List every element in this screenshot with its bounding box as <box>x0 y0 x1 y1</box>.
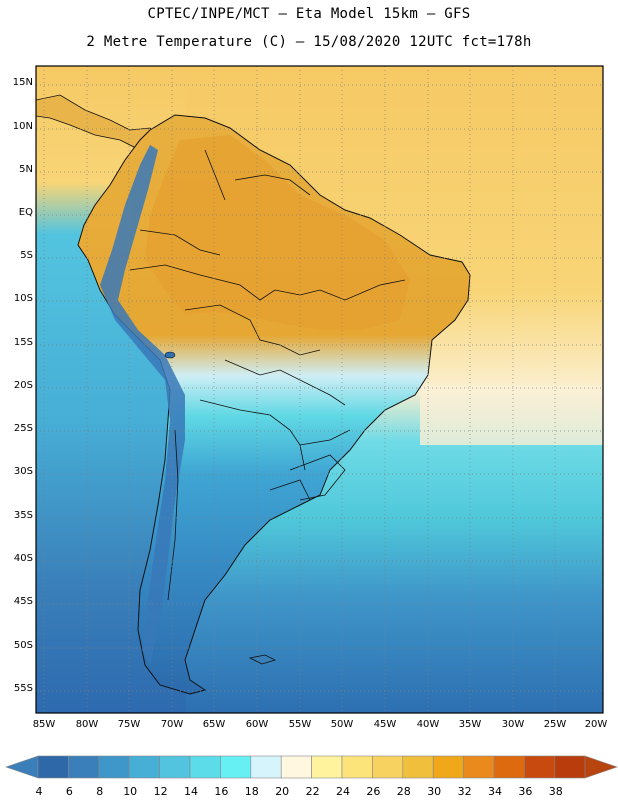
lon-label-50w: 50W <box>331 719 354 730</box>
colorbar-box <box>432 755 464 779</box>
lake-titicaca <box>164 351 176 359</box>
lat-label-5n: 5N <box>19 164 33 175</box>
lat-label-40s: 40S <box>14 553 33 564</box>
lat-label-45s: 45S <box>14 596 33 607</box>
lon-label-45w: 45W <box>374 719 397 730</box>
colorbar-label: 38 <box>549 785 563 798</box>
lat-label-eq: EQ <box>19 207 33 218</box>
warm-ocean-band <box>420 385 603 445</box>
colorbar-box <box>250 755 282 779</box>
colorbar-under-arrow <box>5 755 39 779</box>
colorbar-label: 20 <box>275 785 289 798</box>
colorbar-box <box>372 755 404 779</box>
colorbar-box <box>463 755 495 779</box>
map-frame <box>35 65 604 714</box>
lon-label-85w: 85W <box>33 719 56 730</box>
grid-lines <box>36 66 603 713</box>
lon-label-35w: 35W <box>459 719 482 730</box>
colorbar-box <box>311 755 343 779</box>
colorbar-label: 30 <box>427 785 441 798</box>
lat-label-50s: 50S <box>14 640 33 651</box>
lat-label-10s: 10S <box>14 293 33 304</box>
lon-label-75w: 75W <box>118 719 141 730</box>
colorbar-boxes <box>37 755 586 779</box>
lon-label-40w: 40W <box>417 719 440 730</box>
lon-label-80w: 80W <box>76 719 99 730</box>
colorbar-label: 34 <box>488 785 502 798</box>
lat-label-55s: 55S <box>14 683 33 694</box>
colorbar-box <box>189 755 221 779</box>
colorbar-label: 18 <box>245 785 259 798</box>
colorbar-label: 24 <box>336 785 350 798</box>
colorbar-box <box>280 755 312 779</box>
colorbar-box <box>554 755 586 779</box>
colorbar-over-arrow <box>584 755 618 779</box>
colorbar-box <box>220 755 252 779</box>
colorbar: 4 6 8 10 12 14 16 18 20 22 24 26 28 30 32 34 36 38 <box>5 755 618 798</box>
lon-label-55w: 55W <box>289 719 312 730</box>
map-area <box>36 66 603 713</box>
lat-label-20s: 20S <box>14 380 33 391</box>
lon-label-25w: 25W <box>544 719 567 730</box>
lon-label-20w: 20W <box>585 719 608 730</box>
lat-label-35s: 35S <box>14 510 33 521</box>
lon-label-70w: 70W <box>161 719 184 730</box>
country-borders <box>129 149 406 601</box>
colorbar-box <box>98 755 130 779</box>
colorbar-box <box>341 755 373 779</box>
colorbar-box <box>159 755 191 779</box>
lat-label-25s: 25S <box>14 423 33 434</box>
colorbar-label: 32 <box>458 785 472 798</box>
title-line-2: 2 Metre Temperature (C) – 15/08/2020 12U… <box>86 34 532 50</box>
lat-label-15n: 15N <box>13 77 33 88</box>
temperature-map: 15N 10N 5N EQ 5S 10S 15S 20S 25S 30S 35S… <box>13 65 608 730</box>
colorbar-box <box>37 755 69 779</box>
colorbar-box <box>68 755 100 779</box>
amazon-warm-region <box>145 135 410 330</box>
colorbar-box <box>524 755 556 779</box>
lon-label-30w: 30W <box>502 719 525 730</box>
colorbar-box <box>128 755 160 779</box>
colorbar-label: 22 <box>306 785 320 798</box>
title-line-1: CPTEC/INPE/MCT – Eta Model 15km – GFS <box>147 6 471 22</box>
lat-label-15s: 15S <box>14 337 33 348</box>
lat-label-5s: 5S <box>20 250 33 261</box>
colorbar-label: 10 <box>123 785 137 798</box>
lat-label-10n: 10N <box>13 121 33 132</box>
colorbar-label: 16 <box>214 785 228 798</box>
colorbar-label: 12 <box>154 785 168 798</box>
colorbar-label: 8 <box>96 785 103 798</box>
colorbar-box <box>493 755 525 779</box>
colorbar-label: 6 <box>66 785 73 798</box>
colorbar-labels: 4 6 8 10 12 14 16 18 20 22 24 26 28 30 32 34 36 38 <box>36 785 563 798</box>
colorbar-label: 26 <box>366 785 380 798</box>
colorbar-label: 28 <box>397 785 411 798</box>
falkland-islands <box>248 654 277 665</box>
lon-label-65w: 65W <box>203 719 226 730</box>
colorbar-box <box>402 755 434 779</box>
colorbar-label: 4 <box>36 785 43 798</box>
colorbar-label: 14 <box>184 785 198 798</box>
andes-ridge <box>100 145 185 665</box>
colorbar-label: 36 <box>518 785 532 798</box>
lat-label-30s: 30S <box>14 466 33 477</box>
lon-label-60w: 60W <box>246 719 269 730</box>
